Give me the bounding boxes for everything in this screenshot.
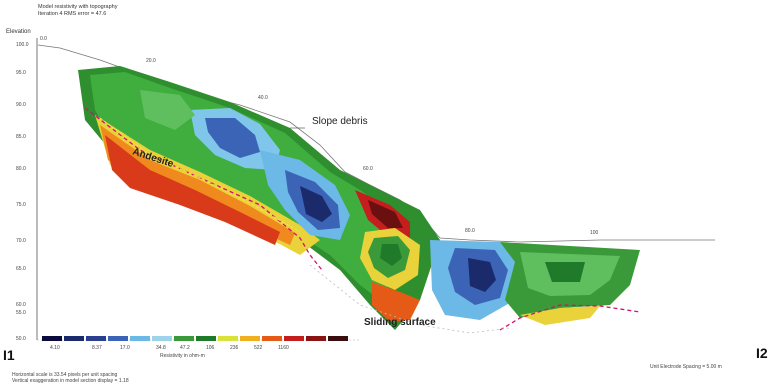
legend-value: 47.2 <box>180 345 190 351</box>
legend-value: 236 <box>230 345 239 351</box>
legend-value: 34.8 <box>156 345 166 351</box>
resistivity-legend: 4.10 8.37 17.0 34.8 47.2 106 236 522 116… <box>42 336 348 359</box>
elevation-axis-title: Elevation <box>6 29 31 35</box>
distance-label: 80.0 <box>465 228 475 234</box>
model-title: Model resistivity with topography <box>38 4 118 10</box>
horizontal-scale-text: Horizontal scale is 33.54 pixels per uni… <box>12 372 118 378</box>
vertical-exaggeration-text: Vertical exaggeration in model section d… <box>12 378 129 384</box>
model-header: Model resistivity with topography Iterat… <box>38 4 117 18</box>
distance-label: 20.0 <box>146 58 156 64</box>
distance-label: 100 <box>590 230 599 236</box>
interpretation-lines <box>84 107 641 334</box>
tick-label: 75.0 <box>16 202 26 208</box>
legend-value: 8.37 <box>92 345 102 351</box>
legend-value: 106 <box>206 345 215 351</box>
tick-label: 85.0 <box>16 134 26 140</box>
legend-value: 4.10 <box>50 345 60 351</box>
resistivity-model <box>78 66 640 330</box>
legend-value: 1160 <box>278 345 289 351</box>
rms-error-text: Iteration 4 RMS error = 47.6 <box>38 11 107 17</box>
legend-title: Resistivity in ohm-m <box>160 353 205 359</box>
unit-spacing-text: Unit Electrode Spacing = 5.00 m <box>650 364 722 370</box>
profile-end-label: I2 <box>756 345 768 361</box>
legend-value: 17.0 <box>120 345 130 351</box>
tick-label: 90.0 <box>16 102 26 108</box>
distance-label: 0.0 <box>40 36 47 42</box>
tick-label: 50.0 <box>16 336 26 342</box>
legend-value: 522 <box>254 345 263 351</box>
slope-debris-label: Slope debris <box>312 116 368 127</box>
profile-start-label: I1 <box>3 347 15 363</box>
tick-label: 65.0 <box>16 266 26 272</box>
tick-label: 80.0 <box>16 166 26 172</box>
elevation-axis: Elevation 100.0 95.0 90.0 85.0 80.0 75.0… <box>6 29 38 342</box>
sliding-surface-label: Sliding surface <box>364 317 436 328</box>
scale-footer: Horizontal scale is 33.54 pixels per uni… <box>12 372 129 384</box>
tick-label: 95.0 <box>16 70 26 76</box>
tick-label: 70.0 <box>16 238 26 244</box>
distance-label: 40.0 <box>258 95 268 101</box>
distance-label: 60.0 <box>363 166 373 172</box>
tick-label: 60.0 <box>16 302 26 308</box>
tick-label: 55.0 <box>16 310 26 316</box>
tick-label: 100.0 <box>16 42 29 48</box>
